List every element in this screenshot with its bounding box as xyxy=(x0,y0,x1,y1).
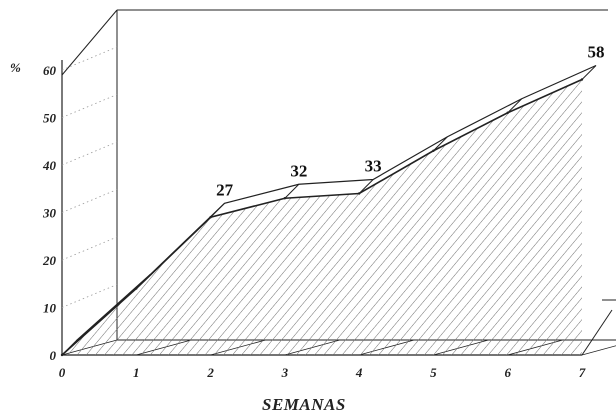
y-axis-label: % xyxy=(10,60,21,75)
area-fill xyxy=(62,79,582,355)
left-wall-grid-line xyxy=(61,46,118,71)
data-point xyxy=(506,111,509,114)
y-axis-ticks: 0 10 20 30 40 50 60 xyxy=(42,63,57,363)
data-point xyxy=(357,192,361,195)
data-labels: 27 32 33 58 xyxy=(216,43,604,200)
y-tick-label: 10 xyxy=(43,301,57,316)
area-line xyxy=(61,78,583,356)
left-wall-grid-line xyxy=(61,141,118,166)
y-tick-label: 50 xyxy=(43,111,57,126)
x-tick-label: 5 xyxy=(430,365,437,380)
area-ribbon-edge xyxy=(284,183,300,199)
left-wall-top-edge xyxy=(61,9,118,76)
x-tick-label: 7 xyxy=(579,365,586,380)
left-wall-grid-line xyxy=(61,189,118,213)
data-point xyxy=(432,149,435,152)
data-label: 32 xyxy=(290,161,307,180)
x-tick-label: 4 xyxy=(355,365,363,380)
area-ribbon-edge xyxy=(358,179,374,194)
left-wall-grid-line xyxy=(61,94,118,118)
x-tick-label: 6 xyxy=(504,365,511,380)
floor-grid-line xyxy=(581,345,616,356)
left-wall-grid-line xyxy=(61,284,118,308)
x-tick-label: 2 xyxy=(206,365,214,380)
x-tick-label: 0 xyxy=(59,365,66,380)
data-point xyxy=(209,216,212,219)
x-tick-label: 1 xyxy=(133,365,140,380)
data-point xyxy=(135,287,138,290)
area-ribbon-edge xyxy=(433,136,448,152)
y-tick-label: 30 xyxy=(42,206,57,221)
area-ribbon-edge xyxy=(581,65,597,80)
area-ribbon-edge xyxy=(507,98,523,114)
data-point xyxy=(580,78,584,81)
area-series xyxy=(60,64,597,357)
left-wall-grid-line xyxy=(61,236,118,261)
data-label: 33 xyxy=(365,157,382,176)
x-axis-ticks: 0 1 2 3 4 5 6 7 xyxy=(59,365,586,380)
y-tick-label: 0 xyxy=(50,348,57,363)
data-point xyxy=(283,197,287,200)
data-point xyxy=(60,353,64,357)
area-ribbon-edge xyxy=(210,202,225,218)
data-label: 58 xyxy=(588,43,605,62)
data-label: 27 xyxy=(216,180,234,199)
x-tick-label: 3 xyxy=(281,365,289,380)
floor-right-edge xyxy=(581,309,613,356)
y-tick-label: 40 xyxy=(42,158,57,173)
x-axis-label: SEMANAS xyxy=(262,395,346,414)
y-tick-label: 60 xyxy=(43,63,57,78)
y-tick-label: 20 xyxy=(42,253,57,268)
